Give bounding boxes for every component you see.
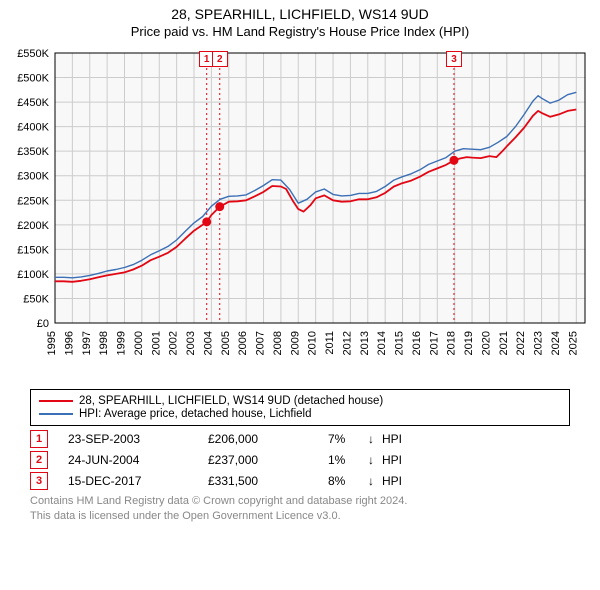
sale-hpi-label: HPI — [382, 474, 402, 488]
svg-text:2006: 2006 — [237, 331, 249, 355]
svg-text:£100K: £100K — [17, 269, 49, 281]
svg-text:2025: 2025 — [567, 331, 579, 355]
svg-text:1995: 1995 — [46, 331, 58, 355]
svg-text:2012: 2012 — [341, 331, 353, 355]
sale-price: £237,000 — [208, 453, 328, 467]
svg-text:1996: 1996 — [63, 331, 75, 355]
svg-text:2009: 2009 — [289, 331, 301, 355]
svg-text:2010: 2010 — [307, 331, 319, 355]
svg-text:£200K: £200K — [17, 220, 49, 232]
table-row: 3 15-DEC-2017 £331,500 8% ↓ HPI — [30, 472, 570, 490]
svg-text:2016: 2016 — [411, 331, 423, 355]
sale-pct: 7% — [328, 432, 368, 446]
sale-pct: 8% — [328, 474, 368, 488]
legend-label-hpi: HPI: Average price, detached house, Lich… — [79, 408, 312, 420]
svg-text:2013: 2013 — [359, 331, 371, 355]
svg-text:2011: 2011 — [324, 331, 336, 355]
svg-text:2022: 2022 — [515, 331, 527, 355]
sale-marker-2: 2 — [30, 451, 48, 469]
svg-text:2021: 2021 — [498, 331, 510, 355]
chart-marker-2: 2 — [212, 51, 228, 67]
svg-text:2005: 2005 — [220, 331, 232, 355]
legend-item-property: 28, SPEARHILL, LICHFIELD, WS14 9UD (deta… — [39, 395, 561, 407]
svg-text:£400K: £400K — [17, 122, 49, 134]
svg-text:2004: 2004 — [202, 331, 214, 355]
sale-date: 24-JUN-2004 — [68, 453, 208, 467]
sale-date: 15-DEC-2017 — [68, 474, 208, 488]
svg-text:2019: 2019 — [463, 331, 475, 355]
sale-price: £331,500 — [208, 474, 328, 488]
svg-text:2015: 2015 — [394, 331, 406, 355]
footer-line1: Contains HM Land Registry data © Crown c… — [30, 494, 570, 509]
svg-text:£250K: £250K — [17, 195, 49, 207]
table-row: 1 23-SEP-2003 £206,000 7% ↓ HPI — [30, 430, 570, 448]
sale-date: 23-SEP-2003 — [68, 432, 208, 446]
svg-text:2014: 2014 — [376, 331, 388, 355]
title-address: 28, SPEARHILL, LICHFIELD, WS14 9UD — [0, 6, 600, 22]
svg-text:2020: 2020 — [480, 331, 492, 355]
svg-text:2002: 2002 — [168, 331, 180, 355]
legend-swatch-hpi — [39, 413, 73, 415]
svg-text:£550K: £550K — [17, 48, 49, 60]
svg-text:£50K: £50K — [23, 293, 49, 305]
svg-text:£0: £0 — [37, 318, 49, 330]
chart-container: £0 £50K £100K £150K £200K £250K £300K £350K £400… — [0, 43, 600, 383]
svg-text:2018: 2018 — [446, 331, 458, 355]
svg-text:2000: 2000 — [133, 331, 145, 355]
svg-text:1997: 1997 — [81, 331, 93, 355]
svg-text:2008: 2008 — [272, 331, 284, 355]
svg-text:£500K: £500K — [17, 73, 49, 85]
svg-text:1999: 1999 — [116, 331, 128, 355]
title-subtitle: Price paid vs. HM Land Registry's House … — [0, 24, 600, 39]
sale-hpi-label: HPI — [382, 453, 402, 467]
footer-attribution: Contains HM Land Registry data © Crown c… — [30, 494, 570, 524]
svg-text:2007: 2007 — [255, 331, 267, 355]
legend-item-hpi: HPI: Average price, detached house, Lich… — [39, 408, 561, 420]
svg-text:£150K: £150K — [17, 244, 49, 256]
price-chart: £0 £50K £100K £150K £200K £250K £300K £350K £400… — [0, 43, 600, 383]
down-arrow-icon: ↓ — [368, 453, 382, 467]
sale-marker-1: 1 — [30, 430, 48, 448]
svg-text:1998: 1998 — [98, 331, 110, 355]
sale-pct: 1% — [328, 453, 368, 467]
sale-hpi-label: HPI — [382, 432, 402, 446]
table-row: 2 24-JUN-2004 £237,000 1% ↓ HPI — [30, 451, 570, 469]
chart-marker-3: 3 — [446, 51, 462, 67]
legend-swatch-property — [39, 400, 73, 402]
legend-label-property: 28, SPEARHILL, LICHFIELD, WS14 9UD (deta… — [79, 395, 383, 407]
svg-text:2001: 2001 — [150, 331, 162, 355]
svg-text:2017: 2017 — [428, 331, 440, 355]
sales-table: 1 23-SEP-2003 £206,000 7% ↓ HPI 2 24-JUN… — [30, 430, 570, 490]
svg-text:£350K: £350K — [17, 146, 49, 158]
svg-text:£300K: £300K — [17, 171, 49, 183]
sale-price: £206,000 — [208, 432, 328, 446]
sale-marker-3: 3 — [30, 472, 48, 490]
svg-text:2003: 2003 — [185, 331, 197, 355]
down-arrow-icon: ↓ — [368, 474, 382, 488]
down-arrow-icon: ↓ — [368, 432, 382, 446]
svg-text:2024: 2024 — [550, 331, 562, 355]
chart-titles: 28, SPEARHILL, LICHFIELD, WS14 9UD Price… — [0, 0, 600, 43]
svg-text:2023: 2023 — [533, 331, 545, 355]
svg-text:£450K: £450K — [17, 97, 49, 109]
footer-line2: This data is licensed under the Open Gov… — [30, 509, 570, 524]
legend: 28, SPEARHILL, LICHFIELD, WS14 9UD (deta… — [30, 389, 570, 426]
